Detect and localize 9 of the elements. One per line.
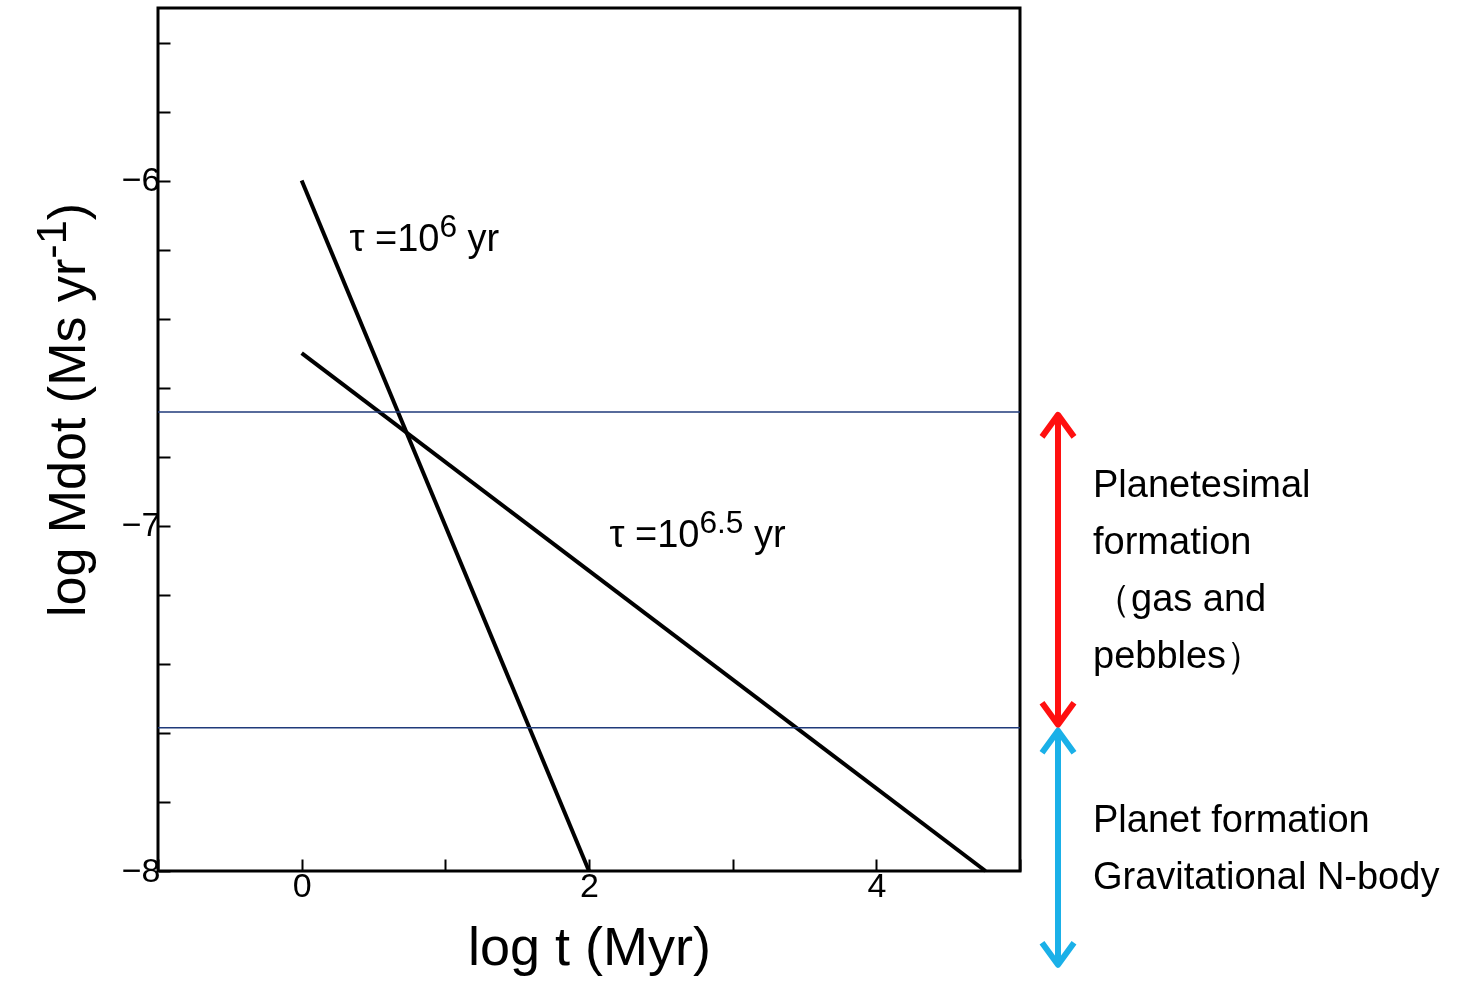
text: Planetesimal formation （gas and pebbles） <box>1093 461 1312 678</box>
x-tick-label: 0 <box>292 865 312 904</box>
x-tick-label: 4 <box>867 865 887 904</box>
y-tick-label: −8 <box>121 850 161 889</box>
series-label: τ =10$^{6}$ yr <box>349 207 500 259</box>
text: Planet formation Gravitational N-body <box>1093 796 1441 899</box>
x-tick-label: 2 <box>580 865 599 904</box>
x-axis-title: log t (Myr) <box>468 915 711 976</box>
series-label: τ =10$^{6.5}$ yr <box>609 504 786 555</box>
